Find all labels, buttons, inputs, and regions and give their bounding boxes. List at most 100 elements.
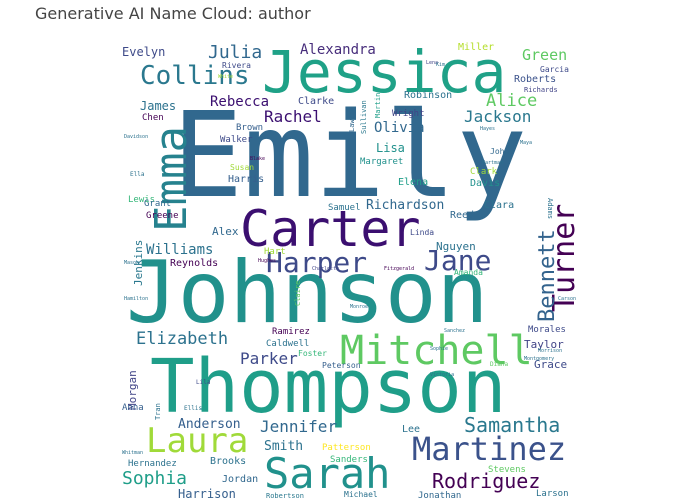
word-elena: Elena [398,177,428,188]
word-sophia: Sophia [122,468,187,489]
word-garcia: Garcia [540,65,569,74]
word-emma: Emma [146,126,197,232]
word-samantha: Samantha [464,413,560,437]
word-morrison: Morrison [538,348,562,354]
word-nguyen: Nguyen [436,240,476,253]
word-carson: Carson [558,296,576,302]
word-harris: Harris [228,174,264,185]
word-laura: Laura [146,421,248,461]
word-lewis: Lewis [128,195,155,205]
word-jonathan: Jonathan [418,491,461,500]
word-smith: Smith [264,439,303,454]
word-clara: Clara [484,200,514,211]
word-larson: Larson [536,489,569,499]
word-ramirez: Ramirez [272,327,310,337]
word-kim: Kim [436,62,445,68]
word-clark: Clark [470,167,498,177]
word-diana: Diana [490,361,508,368]
word-alexandra: Alexandra [300,42,376,58]
word-grace: Grace [534,358,567,371]
word-rodriguez: Rodriguez [432,469,540,493]
word-white: White [218,74,233,80]
word-anna: Anna [122,403,144,413]
word-morales: Morales [528,325,566,335]
word-jenkins: Jenkins [132,240,145,286]
word-davis: Davis [470,178,500,189]
word-sanders: Sanders [330,455,368,465]
word-ella: Ella [130,171,145,178]
word-jessica: Jessica [262,38,506,106]
word-clarke: Clarke [298,96,334,107]
word-collins: Collins [140,61,250,91]
word-james: James [140,99,176,113]
word-anderson: Anderson [178,417,241,432]
word-richardson: Richardson [366,198,444,213]
word-johnson: Johnson [126,243,488,343]
word-maya: Maya [520,140,532,146]
word-thompson: Thompson [150,344,506,430]
word-martin: Martin [374,93,382,118]
word-amanda: Amanda [454,268,483,277]
word-jennifer: Jennifer [260,417,337,436]
word-green: Green [522,46,567,64]
word-hart: Hart [264,247,286,257]
word-lee: Lee [402,424,420,435]
word-victoria: Victoria [430,372,454,378]
word-brooks: Brooks [210,456,246,467]
word-margaret: Margaret [360,157,403,167]
word-jane: Jane [424,244,491,277]
word-turner: Turner [547,204,582,312]
word-sophie: Sophie [430,346,448,352]
word-fitzgerald: Fitzgerald [384,266,414,272]
word-linda: Linda [410,228,434,237]
word-hernandez: Hernandez [128,459,177,469]
word-greene: Greene [146,211,179,221]
word-davidson: Davidson [124,134,148,140]
word-samuel: Samuel [328,203,361,213]
word-sarah: Sarah [264,449,390,498]
word-jackson: Jackson [464,107,531,126]
word-alex: Alex [212,225,239,238]
word-rachel: Rachel [264,107,322,126]
word-martinez: Martinez [412,430,566,468]
word-alice: Alice [486,91,537,111]
word-lena: Lena [426,60,438,66]
chart-title: Generative AI Name Cloud: author [35,4,311,23]
word-lawson: Lawson [348,107,356,132]
word-lila: Lila [196,379,211,386]
word-ellis: Ellis [184,405,202,412]
word-rebecca: Rebecca [210,94,269,110]
word-stevens: Stevens [488,465,526,475]
word-claire: Claire [294,281,302,306]
word-caldwell: Caldwell [266,339,309,349]
word-bennett: Bennett [535,229,560,322]
word-julia: Julia [208,42,262,63]
word-tran: Tran [154,403,162,420]
word-olivia: Olivia [374,120,425,136]
word-robertson: Robertson [266,492,304,500]
word-brown: Brown [236,123,263,133]
word-patterson: Patterson [322,443,371,453]
word-roberts: Roberts [514,74,556,85]
word-elizabeth: Elizabeth [136,329,228,349]
word-susan: Susan [230,163,254,172]
word-michael: Michael [344,490,378,499]
word-carter: Carter [240,200,421,258]
word-parker: Parker [240,349,298,368]
word-rivera: Rivera [222,61,251,70]
word-charlotte: Charlotte [312,266,339,272]
word-whitman: Whitman [122,450,143,456]
word-reed: Reed [450,210,474,221]
word-sanchez: Sanchez [444,328,465,334]
word-miller: Miller [458,42,494,53]
word-walker: Walker [220,135,253,145]
word-richards: Richards [524,86,558,94]
word-harrison: Harrison [178,487,236,500]
word-robinson: Robinson [404,90,452,101]
word-montgomery: Montgomery [524,356,554,362]
word-monroe: Monroe [350,304,368,310]
word-mitchell: Mitchell [340,328,533,374]
word-hartman: Hartman [482,160,503,166]
word-jordan: Jordan [222,474,258,485]
